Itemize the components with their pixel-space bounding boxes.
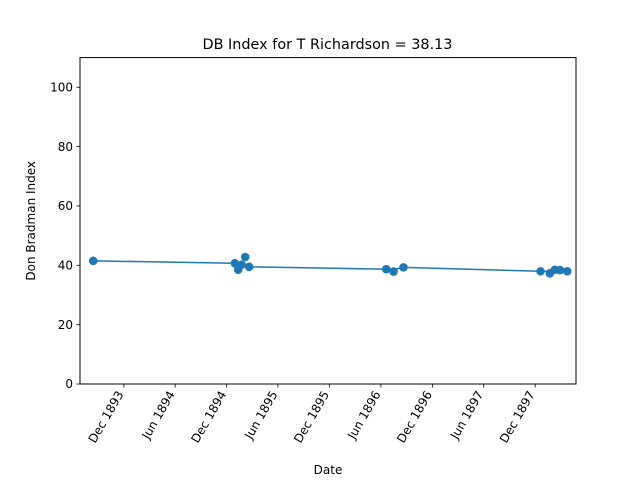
- chart-title: DB Index for T Richardson = 38.13: [203, 37, 453, 53]
- y-tick-label: 40: [58, 259, 73, 273]
- y-tick-label: 60: [58, 199, 73, 213]
- data-point: [399, 263, 408, 272]
- x-tick-label: Dec 1893: [86, 389, 127, 446]
- data-point: [562, 266, 572, 276]
- x-tick-label: Jun 1897: [447, 389, 486, 443]
- x-tick-label: Jun 1894: [139, 389, 178, 443]
- x-tick-label: Dec 1896: [394, 389, 435, 446]
- y-axis-ticks: 0 20 40 60 80 100: [50, 80, 80, 391]
- data-point: [389, 267, 398, 276]
- y-tick-label: 20: [58, 318, 73, 332]
- x-tick-label: Dec 1897: [497, 389, 538, 446]
- x-axis-label: Date: [314, 463, 343, 477]
- data-point: [244, 262, 254, 272]
- x-tick-label: Dec 1895: [291, 389, 332, 446]
- y-tick-label: 0: [65, 377, 73, 391]
- data-point: [240, 252, 250, 262]
- data-point: [555, 265, 565, 275]
- plot-area: [80, 57, 576, 384]
- plot-frame: [79, 57, 577, 385]
- x-tick-label: Dec 1894: [188, 389, 229, 446]
- data-point: [230, 258, 240, 268]
- x-tick-label: Jun 1895: [241, 389, 280, 443]
- data-point: [88, 256, 98, 266]
- data-point: [237, 260, 246, 270]
- x-axis-ticks: Dec 1893 Jun 1894 Dec 1894 Jun 1895 Dec 1895…: [86, 384, 538, 445]
- x-tick-label: Jun 1896: [344, 389, 383, 443]
- y-tick-label: 100: [50, 80, 73, 94]
- y-axis-label: Don Bradman Index: [24, 161, 38, 281]
- series-layer: [88, 252, 572, 278]
- y-tick-label: 80: [58, 140, 73, 154]
- data-point: [536, 266, 545, 276]
- data-point: [381, 264, 391, 274]
